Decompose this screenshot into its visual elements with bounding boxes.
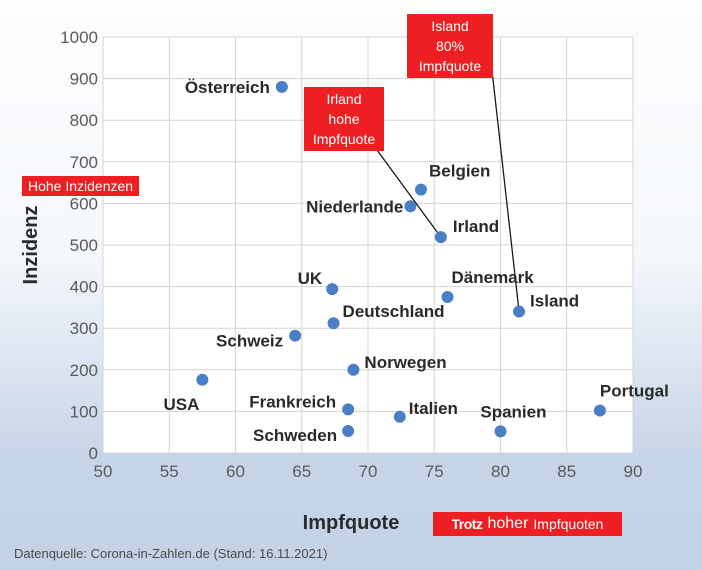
y-axis-title: Inzidenz: [20, 206, 42, 285]
y-tick-label: 400: [70, 278, 98, 297]
y-tick-label: 800: [70, 111, 98, 130]
irland-callout-line-3: Impfquote: [312, 131, 376, 147]
label-deutschland: Deutschland: [343, 302, 445, 321]
point-portugal: [593, 404, 606, 417]
point-niederlande: [404, 200, 417, 213]
x-tick-label: 85: [557, 462, 576, 481]
x-tick-label: 70: [359, 462, 378, 481]
island-callout: Island 80% Impfquote: [407, 14, 493, 78]
source-note: Datenquelle: Corona-in-Zahlen.de (Stand:…: [14, 546, 328, 561]
point-spanien: [494, 425, 507, 438]
y-tick-label: 200: [70, 361, 98, 380]
label-spanien: Spanien: [480, 402, 546, 421]
gridlines: [102, 36, 634, 454]
label-island: Island: [530, 292, 579, 311]
island-callout-line-1: Island: [431, 18, 469, 34]
y-tick-label: 600: [70, 194, 98, 213]
irland-callout-line-2: hohe: [328, 111, 360, 127]
x-tick-label: 50: [94, 462, 113, 481]
x-tick-label: 80: [491, 462, 510, 481]
y-tick-label: 1000: [60, 28, 98, 47]
trotz-hoher-impfquoten-banner: Trotz hoher Impfquoten: [433, 512, 622, 536]
label-oesterreich: Österreich: [185, 78, 270, 97]
label-schweden: Schweden: [253, 426, 337, 445]
y-tick-label: 0: [89, 444, 98, 463]
tick-labels: 0 100 200 300 400 500 600 700 800 900 1000 50 55 60 65…: [60, 28, 642, 481]
label-irland: Irland: [453, 217, 499, 236]
point-belgien: [415, 183, 427, 196]
point-irland: [434, 231, 447, 244]
label-uk: UK: [298, 269, 323, 288]
y-tick-label: 500: [70, 236, 98, 255]
hohe-inzidenzen-text: Hohe Inzidenzen: [28, 178, 134, 194]
x-tick-label: 55: [160, 462, 179, 481]
label-usa: USA: [163, 395, 199, 414]
point-deutschland: [327, 317, 340, 330]
point-italien: [393, 410, 406, 423]
island-callout-line-3: Impfquote: [418, 58, 482, 74]
label-norwegen: Norwegen: [364, 353, 446, 372]
irland-leader-line: [373, 145, 442, 238]
label-niederlande: Niederlande: [306, 197, 403, 216]
hoher-word: hoher: [487, 515, 529, 532]
label-schweiz: Schweiz: [216, 332, 283, 351]
y-tick-label: 700: [70, 153, 98, 172]
point-usa: [196, 373, 209, 386]
irland-callout-line-1: Irland: [326, 91, 362, 107]
country-labels: Österreich Belgien Niederlande Irland Dänema…: [163, 78, 668, 445]
hohe-inzidenzen-callout: Hohe Inzidenzen: [22, 176, 140, 196]
point-schweiz: [289, 329, 302, 342]
x-tick-label: 60: [226, 462, 245, 481]
label-daenemark: Dänemark: [452, 268, 535, 287]
y-tick-label: 900: [70, 70, 98, 89]
label-italien: Italien: [409, 399, 458, 418]
data-points: [196, 80, 606, 438]
island-callout-line-2: 80%: [435, 38, 465, 54]
point-norwegen: [347, 363, 360, 376]
x-tick-label: 75: [425, 462, 444, 481]
label-portugal: Portugal: [600, 382, 669, 401]
point-daenemark: [441, 291, 454, 303]
point-uk: [326, 283, 339, 296]
y-tick-label: 100: [70, 402, 98, 421]
label-frankreich: Frankreich: [249, 392, 336, 411]
irland-callout: Irland hohe Impfquote: [304, 87, 384, 151]
point-oesterreich: [275, 80, 288, 93]
y-tick-label: 300: [70, 319, 98, 338]
x-tick-label: 90: [624, 462, 643, 481]
x-axis-title: Impfquote: [303, 512, 400, 534]
trotz-word: Trotz: [451, 516, 483, 532]
label-belgien: Belgien: [429, 162, 490, 181]
point-schweden: [342, 424, 355, 437]
impfquoten-word: Impfquoten: [533, 516, 604, 532]
point-island: [513, 305, 526, 318]
x-tick-label: 65: [292, 462, 311, 481]
point-frankreich: [342, 403, 355, 416]
